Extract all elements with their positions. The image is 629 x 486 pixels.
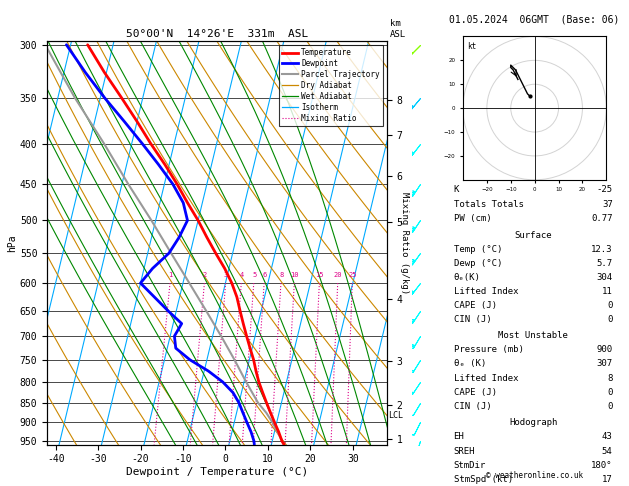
Text: 10: 10 [291,273,299,278]
Text: 54: 54 [602,447,613,456]
Text: 20: 20 [333,273,342,278]
Y-axis label: hPa: hPa [7,234,17,252]
Text: CAPE (J): CAPE (J) [454,301,496,310]
Text: 0: 0 [607,315,613,324]
Text: LCL: LCL [388,411,403,420]
Text: 307: 307 [596,360,613,368]
Text: kt: kt [467,42,477,51]
Text: Mixing Ratio (g/kg): Mixing Ratio (g/kg) [399,192,409,294]
Text: 5.7: 5.7 [596,259,613,268]
Text: θₑ (K): θₑ (K) [454,360,486,368]
Text: -25: -25 [596,185,613,194]
Text: StmDir: StmDir [454,461,486,470]
Legend: Temperature, Dewpoint, Parcel Trajectory, Dry Adiabat, Wet Adiabat, Isotherm, Mi: Temperature, Dewpoint, Parcel Trajectory… [279,45,383,126]
Text: CIN (J): CIN (J) [454,402,491,411]
Text: Lifted Index: Lifted Index [454,374,518,382]
Text: © weatheronline.co.uk: © weatheronline.co.uk [486,471,583,480]
Text: 3: 3 [224,273,228,278]
Text: Hodograph: Hodograph [509,418,557,427]
Text: EH: EH [454,433,464,441]
Text: K: K [454,185,459,194]
Text: 0.77: 0.77 [591,214,613,223]
Text: StmSpd (kt): StmSpd (kt) [454,475,513,484]
Text: 43: 43 [602,433,613,441]
Text: 37: 37 [602,200,613,208]
Text: Totals Totals: Totals Totals [454,200,523,208]
Text: Most Unstable: Most Unstable [498,331,568,340]
Text: 2: 2 [203,273,207,278]
Text: Pressure (mb): Pressure (mb) [454,346,523,354]
Text: 0: 0 [607,388,613,397]
Text: 6: 6 [262,273,267,278]
Text: Temp (°C): Temp (°C) [454,245,502,254]
Text: PW (cm): PW (cm) [454,214,491,223]
Text: 4: 4 [240,273,244,278]
X-axis label: Dewpoint / Temperature (°C): Dewpoint / Temperature (°C) [126,467,308,477]
Text: 304: 304 [596,273,613,282]
Text: 0: 0 [607,402,613,411]
Text: CIN (J): CIN (J) [454,315,491,324]
Text: 17: 17 [602,475,613,484]
Text: Lifted Index: Lifted Index [454,287,518,296]
Text: Surface: Surface [515,231,552,240]
Text: SREH: SREH [454,447,475,456]
Text: km
ASL: km ASL [390,19,406,39]
Text: 8: 8 [279,273,284,278]
Text: CAPE (J): CAPE (J) [454,388,496,397]
Text: 8: 8 [607,374,613,382]
Text: θₑ(K): θₑ(K) [454,273,481,282]
Text: 1: 1 [169,273,172,278]
Text: 11: 11 [602,287,613,296]
Text: 12.3: 12.3 [591,245,613,254]
Text: 180°: 180° [591,461,613,470]
Text: 01.05.2024  06GMT  (Base: 06): 01.05.2024 06GMT (Base: 06) [450,15,620,25]
Text: 15: 15 [315,273,324,278]
Title: 50°00'N  14°26'E  331m  ASL: 50°00'N 14°26'E 331m ASL [126,29,308,39]
Text: 0: 0 [607,301,613,310]
Text: 900: 900 [596,346,613,354]
Text: 5: 5 [252,273,256,278]
Text: 25: 25 [348,273,357,278]
Text: Dewp (°C): Dewp (°C) [454,259,502,268]
